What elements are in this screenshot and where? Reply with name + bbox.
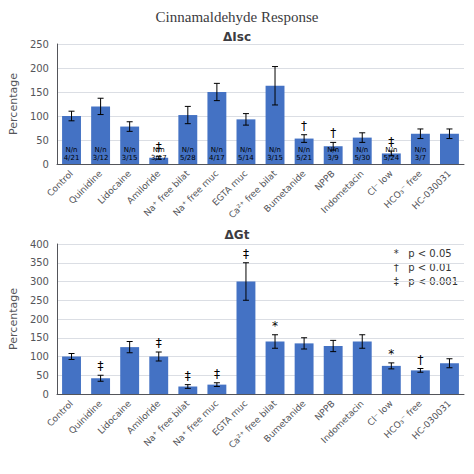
svg-text:N/n: N/n xyxy=(240,146,252,154)
svg-text:N/n: N/n xyxy=(269,146,281,154)
svg-text:4/21: 4/21 xyxy=(64,154,80,162)
svg-text:150: 150 xyxy=(30,332,49,343)
svg-text:Na⁺ free muc: Na⁺ free muc xyxy=(171,168,220,217)
svg-text:3/15: 3/15 xyxy=(267,154,283,162)
svg-text:Cl⁻ low: Cl⁻ low xyxy=(365,398,395,428)
svg-text:3/7: 3/7 xyxy=(415,154,426,162)
svg-text:100: 100 xyxy=(30,351,49,362)
svg-text:N/n: N/n xyxy=(298,146,310,154)
svg-text:350: 350 xyxy=(30,257,49,268)
svg-text:4/17: 4/17 xyxy=(209,154,225,162)
svg-text:N/n: N/n xyxy=(182,146,194,154)
svg-text:EGTA muc: EGTA muc xyxy=(210,398,250,438)
svg-text:50: 50 xyxy=(36,135,49,146)
svg-text:†: † xyxy=(301,119,307,133)
svg-text:N/n: N/n xyxy=(414,146,426,154)
svg-text:‡ p < 0.001: ‡ p < 0.001 xyxy=(393,275,458,287)
svg-text:Indometacin: Indometacin xyxy=(319,398,366,445)
svg-text:‡: ‡ xyxy=(243,247,249,261)
svg-text:‡: ‡ xyxy=(214,367,220,381)
svg-text:Ca²⁺ free bilat: Ca²⁺ free bilat xyxy=(227,398,279,450)
svg-text:ΔGt: ΔGt xyxy=(225,228,250,242)
svg-text:†: † xyxy=(417,353,423,367)
svg-text:100: 100 xyxy=(30,111,49,122)
svg-text:Amiloride: Amiloride xyxy=(124,398,163,436)
svg-text:Control: Control xyxy=(45,398,76,429)
svg-text:*: * xyxy=(388,347,394,361)
svg-text:5/24: 5/24 xyxy=(383,154,400,162)
svg-text:Percentage: Percentage xyxy=(7,288,20,350)
svg-text:200: 200 xyxy=(30,63,49,74)
svg-text:Percentage: Percentage xyxy=(7,73,20,135)
svg-text:NPPB: NPPB xyxy=(313,398,337,422)
svg-text:NPPB: NPPB xyxy=(313,168,337,192)
svg-text:‡: ‡ xyxy=(98,359,104,373)
svg-text:*: * xyxy=(272,319,278,333)
svg-text:N/n: N/n xyxy=(385,146,398,154)
svg-text:5/14: 5/14 xyxy=(238,154,254,162)
svg-text:N/n: N/n xyxy=(66,146,78,154)
svg-text:‡: ‡ xyxy=(156,140,162,154)
svg-text:150: 150 xyxy=(30,87,49,98)
svg-text:N/n: N/n xyxy=(211,146,223,154)
svg-text:5/28: 5/28 xyxy=(180,154,196,162)
svg-text:Quinidine: Quinidine xyxy=(66,398,105,436)
svg-text:3/9: 3/9 xyxy=(328,154,339,162)
svg-text:400: 400 xyxy=(30,239,49,250)
svg-text:Na⁺ free bilat: Na⁺ free bilat xyxy=(141,168,192,219)
svg-text:Ca²⁺ free bilat: Ca²⁺ free bilat xyxy=(227,168,279,220)
svg-text:250: 250 xyxy=(30,295,49,306)
svg-text:200: 200 xyxy=(30,314,49,325)
svg-text:Bumetanide: Bumetanide xyxy=(262,398,308,444)
svg-text:‡: ‡ xyxy=(156,336,162,350)
svg-text:* p < 0.05: * p < 0.05 xyxy=(394,248,452,259)
svg-text:Control: Control xyxy=(45,168,76,199)
svg-text:ΔIsc: ΔIsc xyxy=(223,30,251,44)
svg-text:†: † xyxy=(330,126,336,140)
svg-text:Lidocaine: Lidocaine xyxy=(95,398,134,436)
svg-text:3/15: 3/15 xyxy=(122,154,138,162)
svg-text:N/n: N/n xyxy=(327,146,340,154)
svg-text:0: 0 xyxy=(43,389,49,400)
svg-text:‡: ‡ xyxy=(388,135,394,149)
svg-text:3/12: 3/12 xyxy=(93,154,109,162)
svg-text:N/n: N/n xyxy=(124,146,136,154)
svg-text:Na⁺ free muc: Na⁺ free muc xyxy=(171,398,220,447)
svg-text:N/n: N/n xyxy=(356,146,368,154)
svg-text:Lidocaine: Lidocaine xyxy=(95,168,134,206)
svg-text:5/30: 5/30 xyxy=(354,154,370,162)
svg-text:0: 0 xyxy=(43,159,49,170)
svg-text:HC-030031: HC-030031 xyxy=(410,398,453,441)
svg-text:EGTA muc: EGTA muc xyxy=(210,168,250,208)
svg-text:Cl⁻ low: Cl⁻ low xyxy=(365,168,395,198)
svg-text:HC-030031: HC-030031 xyxy=(410,168,453,211)
svg-text:5/21: 5/21 xyxy=(296,154,312,162)
svg-text:Amiloride: Amiloride xyxy=(124,168,163,206)
svg-text:† p < 0.01: † p < 0.01 xyxy=(393,261,452,273)
svg-text:HCO₃⁻ free: HCO₃⁻ free xyxy=(382,398,424,441)
svg-text:Na⁺ free bilat: Na⁺ free bilat xyxy=(141,398,192,449)
svg-text:Quinidine: Quinidine xyxy=(66,168,105,206)
svg-text:Cinnamaldehyde Response: Cinnamaldehyde Response xyxy=(156,9,319,25)
svg-text:HCO₃⁻ free: HCO₃⁻ free xyxy=(382,168,424,211)
svg-text:3/17: 3/17 xyxy=(151,154,167,162)
svg-text:50: 50 xyxy=(36,370,49,381)
svg-text:Bumetanide: Bumetanide xyxy=(262,168,308,214)
svg-text:‡: ‡ xyxy=(185,369,191,383)
svg-text:250: 250 xyxy=(30,39,49,50)
svg-text:300: 300 xyxy=(30,276,49,287)
svg-text:Indometacin: Indometacin xyxy=(319,168,366,215)
svg-text:N/n: N/n xyxy=(95,146,107,154)
svg-text:N/n: N/n xyxy=(152,146,165,154)
